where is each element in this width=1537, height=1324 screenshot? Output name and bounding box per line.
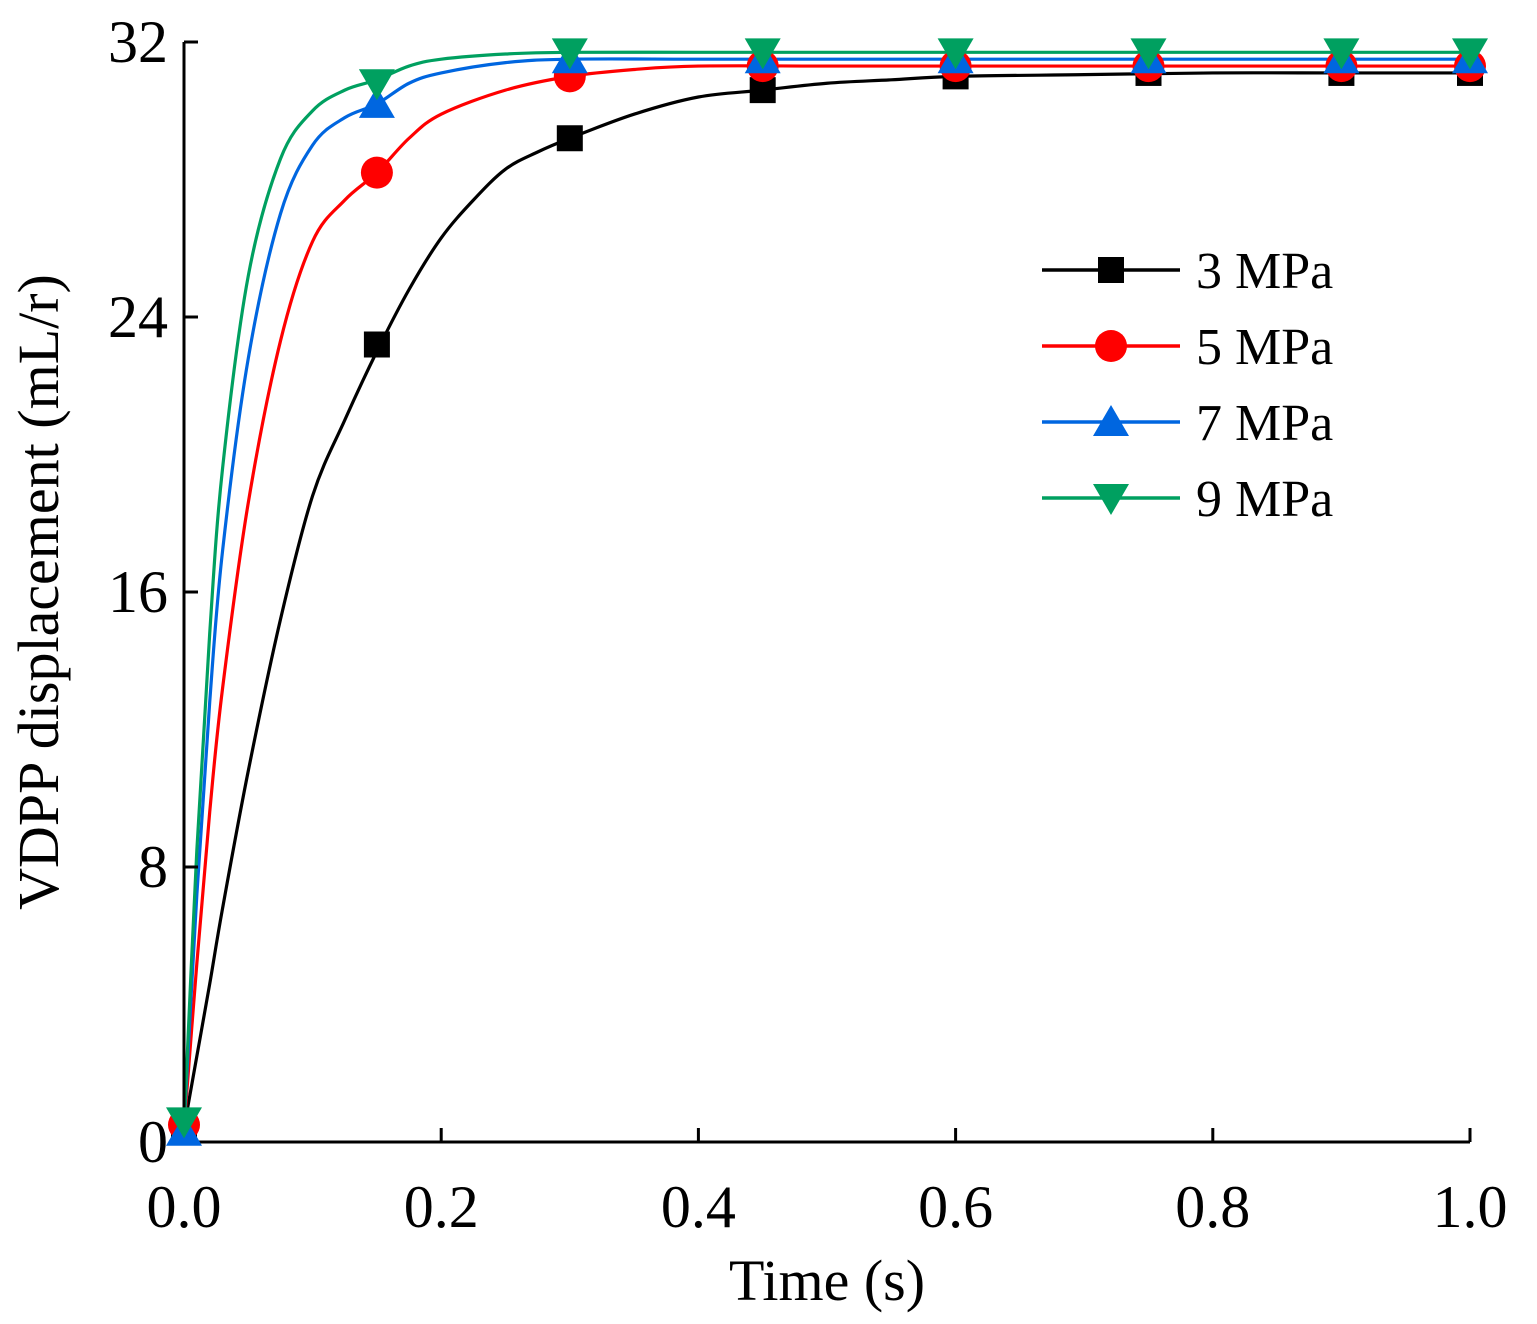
tick-labels: 0 8 16 24 32 0.0 0.2 0.4 0.6 0.8 1.0 [108,9,1508,1240]
series-curves [182,50,1470,1129]
series-marker-4 [1323,38,1360,70]
x-tick-label: 1.0 [1433,1174,1508,1240]
legend: 3 MPa 5 MPa 7 MPa 9 MPa [1042,243,1333,528]
series-marker-1 [363,331,390,358]
x-tick-label: 0.4 [661,1174,736,1240]
y-tick-label: 8 [138,834,168,900]
x-tick-label: 0.6 [918,1174,993,1240]
legend-marker [1093,484,1129,515]
series-marker-1 [556,125,583,152]
series-marker-4 [166,1107,202,1139]
series-line-1 [182,71,1470,1129]
legend-label: 5 MPa [1196,319,1333,376]
series-marker-4 [1452,38,1488,70]
series-marker-4 [358,69,395,101]
series-marker-4 [744,38,781,70]
y-tick-label: 16 [108,559,168,625]
series-markers [166,38,1488,1146]
x-tick-label: 0.8 [1175,1174,1250,1240]
legend-label: 3 MPa [1196,243,1333,300]
series-line-3 [182,57,1470,1129]
series-line-2 [182,64,1470,1129]
y-tick-label: 0 [138,1109,168,1175]
series-line-4 [182,50,1470,1129]
legend-label: 7 MPa [1196,395,1333,452]
axes [182,40,1472,1144]
y-axis-label: VDPP displacement (mL/r) [6,274,71,910]
y-tick-label: 32 [108,9,168,75]
y-tick-label: 24 [108,284,168,350]
series-marker-3 [358,86,395,118]
series-marker-4 [551,38,588,70]
legend-marker [1098,257,1124,283]
x-tick-label: 0.0 [147,1174,222,1240]
series-marker-4 [937,38,974,70]
legend-marker [1095,330,1127,362]
x-tick-label: 0.2 [404,1174,479,1240]
x-axis-label: Time (s) [729,1248,925,1313]
legend-label: 9 MPa [1196,471,1333,528]
legend-marker [1093,405,1129,436]
series-marker-4 [1130,38,1167,70]
series-marker-2 [360,156,393,189]
